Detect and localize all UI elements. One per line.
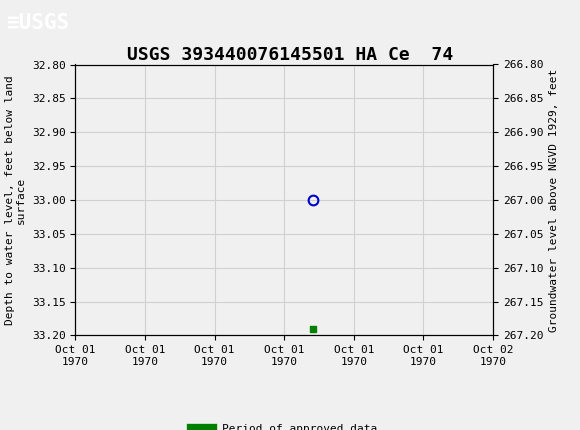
Text: ≡USGS: ≡USGS — [6, 12, 69, 33]
Y-axis label: Depth to water level, feet below land
surface: Depth to water level, feet below land su… — [5, 75, 26, 325]
Text: USGS 393440076145501 HA Ce  74: USGS 393440076145501 HA Ce 74 — [127, 46, 453, 64]
Legend: Period of approved data: Period of approved data — [187, 419, 382, 430]
Y-axis label: Groundwater level above NGVD 1929, feet: Groundwater level above NGVD 1929, feet — [549, 68, 559, 332]
